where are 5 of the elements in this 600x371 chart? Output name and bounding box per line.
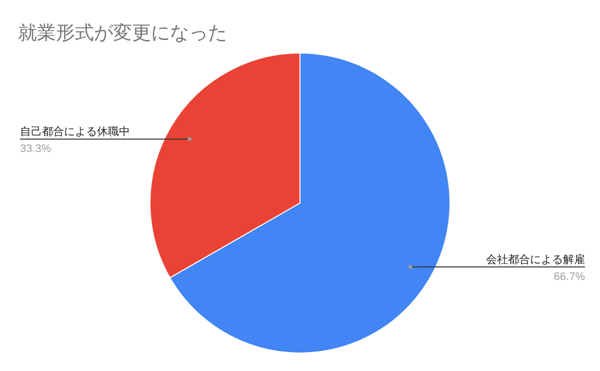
chart-title: 就業形式が変更になった — [18, 22, 227, 44]
slice-label: 会社都合による解雇 — [486, 252, 585, 266]
data-label: 33.3% — [20, 143, 52, 156]
slice-label: 自己都合による休職中 — [20, 125, 130, 138]
data-label: 66.7% — [554, 270, 586, 283]
